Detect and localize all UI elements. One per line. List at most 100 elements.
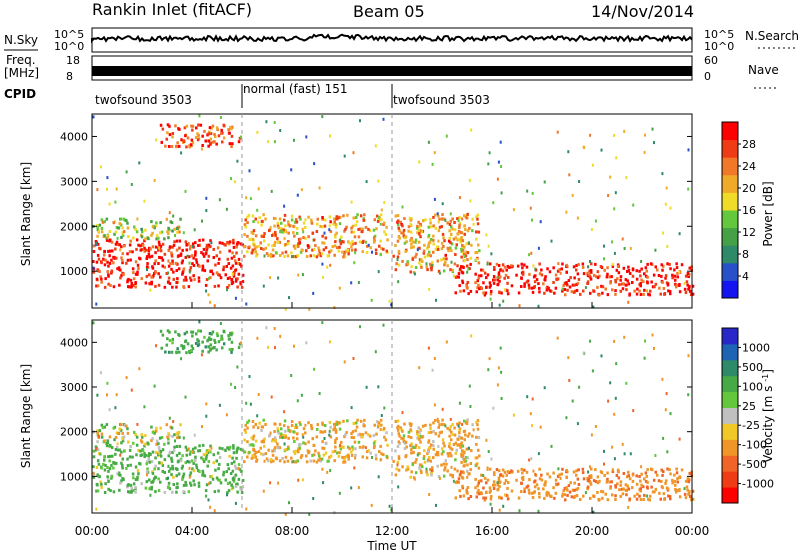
freq-trace-band [92,66,692,76]
power-cell [218,198,221,202]
power-cell [633,289,636,293]
velocity-cell [217,467,220,471]
power-cell [487,244,490,248]
power-cell [430,268,433,272]
velocity-cell [660,468,663,472]
power-cell [167,259,170,263]
power-cell [173,227,176,231]
velocity-cell [588,480,591,483]
power-cell [151,231,154,235]
power-cell [120,235,123,239]
velocity-cell [238,342,242,346]
power-cell [432,215,435,219]
power-cell [561,289,564,293]
velocity-cell [231,486,235,489]
power-cell [189,143,193,147]
power-cell [98,229,100,233]
velocity-cell [451,423,454,426]
power-cell [108,202,111,206]
power-cell [195,126,198,130]
velocity-cell [526,395,529,399]
velocity-cell [674,490,678,494]
power-cell [437,229,441,233]
velocity-cell [451,432,454,436]
velocity-cell [98,475,101,479]
velocity-cell [430,470,433,474]
velocity-cell [459,443,463,446]
power-cell [196,263,200,267]
velocity-cell [573,488,576,492]
power-cell [103,263,107,267]
power-cell [108,261,112,265]
velocity-cell [117,471,121,475]
velocity-cell [451,474,454,477]
velocity-cell [378,450,381,454]
velocity-cell [626,484,629,488]
power-cell [239,282,242,286]
velocity-cell [167,432,170,436]
velocity-cell [416,453,419,457]
velocity-y-axis-label: Slant Range [km] [19,364,33,468]
power-cell [552,266,555,270]
power-cell [570,290,574,294]
velocity-cell [499,480,502,484]
velocity-colorbar-swatch [722,359,738,377]
power-cell [398,236,401,240]
velocity-cell [171,451,174,454]
velocity-cell [446,452,450,456]
velocity-cell [398,442,401,445]
velocity-cell [109,489,112,493]
velocity-cell [651,490,655,494]
velocity-cell [635,474,638,478]
power-cell [95,284,98,288]
velocity-cell [342,445,345,449]
velocity-cell [527,488,531,492]
power-cell [394,244,397,247]
power-cell [427,253,430,257]
velocity-cell [628,477,632,481]
velocity-cell [547,491,550,495]
power-colorbar-tick-label: 12 [742,226,756,239]
power-cell [370,298,373,302]
velocity-cell [443,444,446,448]
power-cell [493,266,496,269]
velocity-cell [429,443,433,447]
velocity-cell [457,477,461,481]
velocity-cell [367,433,370,437]
velocity-cell [639,479,642,483]
velocity-cell [197,329,200,333]
power-cell [251,250,255,254]
velocity-cell [154,490,157,494]
power-cell [485,276,488,280]
power-cell [665,186,668,190]
power-cell [385,249,388,253]
velocity-cell [475,442,478,446]
power-cell [506,281,509,285]
power-cell [463,255,466,258]
velocity-cell [596,475,600,479]
velocity-cell [215,459,218,463]
power-cell [346,213,349,217]
velocity-cell [600,354,603,358]
velocity-cell [218,446,222,450]
power-cell [218,241,222,245]
velocity-cell [245,401,248,405]
power-cell [354,248,357,252]
power-cell [318,252,322,256]
velocity-cell [155,426,158,430]
power-cell [100,230,104,234]
power-cell [173,240,176,244]
power-cell [429,254,432,258]
power-cell [385,225,388,229]
power-cell [291,255,294,259]
power-cell [646,289,649,293]
power-cell [563,281,567,285]
power-cell [449,219,452,223]
power-cell [322,275,325,279]
velocity-cell [159,480,162,484]
power-cell [284,224,287,228]
power-cell [627,300,630,304]
velocity-cell [457,480,460,484]
power-cell [418,160,421,164]
velocity-cell [331,450,334,454]
